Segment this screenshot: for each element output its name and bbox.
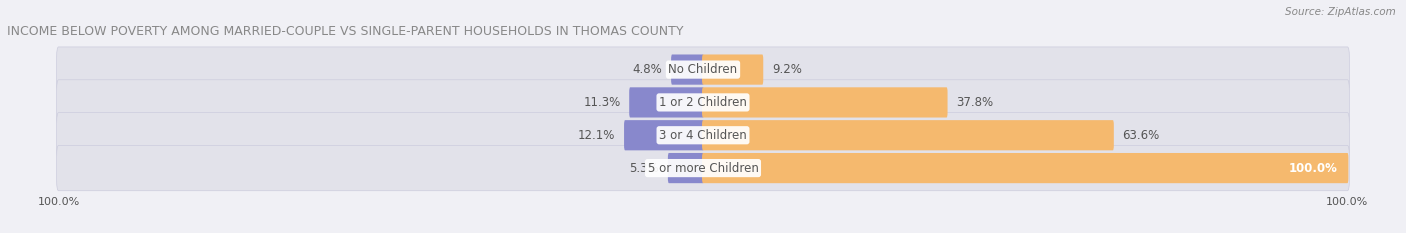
- FancyBboxPatch shape: [668, 153, 704, 183]
- Text: INCOME BELOW POVERTY AMONG MARRIED-COUPLE VS SINGLE-PARENT HOUSEHOLDS IN THOMAS : INCOME BELOW POVERTY AMONG MARRIED-COUPL…: [7, 25, 683, 38]
- FancyBboxPatch shape: [56, 145, 1350, 191]
- Text: 1 or 2 Children: 1 or 2 Children: [659, 96, 747, 109]
- FancyBboxPatch shape: [56, 113, 1350, 158]
- FancyBboxPatch shape: [624, 120, 704, 150]
- FancyBboxPatch shape: [702, 87, 948, 117]
- Text: Source: ZipAtlas.com: Source: ZipAtlas.com: [1285, 7, 1396, 17]
- Text: 5 or more Children: 5 or more Children: [648, 161, 758, 175]
- Text: 5.3%: 5.3%: [630, 161, 659, 175]
- Text: 9.2%: 9.2%: [772, 63, 801, 76]
- Text: 12.1%: 12.1%: [578, 129, 616, 142]
- Text: No Children: No Children: [668, 63, 738, 76]
- FancyBboxPatch shape: [56, 47, 1350, 92]
- FancyBboxPatch shape: [702, 55, 763, 85]
- FancyBboxPatch shape: [630, 87, 704, 117]
- Text: 63.6%: 63.6%: [1122, 129, 1160, 142]
- FancyBboxPatch shape: [702, 153, 1348, 183]
- Text: 100.0%: 100.0%: [1289, 161, 1337, 175]
- FancyBboxPatch shape: [56, 80, 1350, 125]
- FancyBboxPatch shape: [702, 120, 1114, 150]
- Text: 4.8%: 4.8%: [633, 63, 662, 76]
- Text: 3 or 4 Children: 3 or 4 Children: [659, 129, 747, 142]
- Text: 11.3%: 11.3%: [583, 96, 620, 109]
- Text: 37.8%: 37.8%: [956, 96, 994, 109]
- FancyBboxPatch shape: [671, 55, 704, 85]
